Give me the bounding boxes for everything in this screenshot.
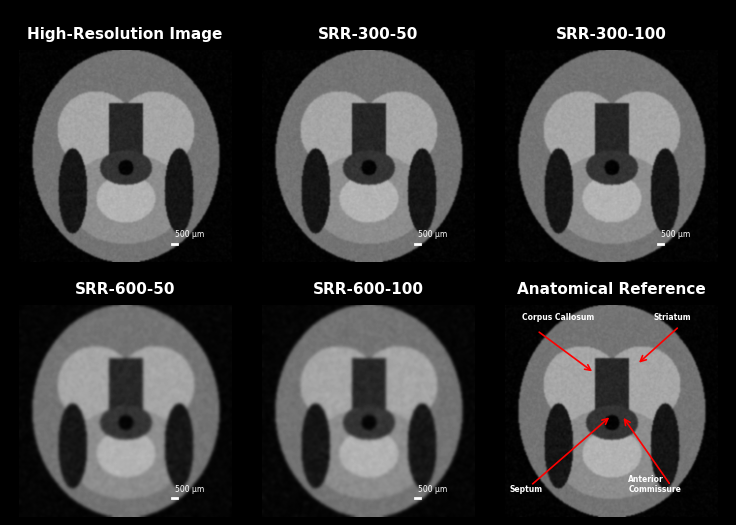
Text: SRR-600-50: SRR-600-50 (75, 281, 175, 297)
Text: Striatum: Striatum (654, 313, 692, 322)
Text: Anterior
Commissure: Anterior Commissure (629, 475, 682, 494)
Text: High-Resolution Image: High-Resolution Image (27, 27, 223, 42)
Text: SRR-300-50: SRR-300-50 (318, 27, 418, 42)
Text: SRR-300-100: SRR-300-100 (556, 27, 666, 42)
Text: Anatomical Reference: Anatomical Reference (517, 281, 705, 297)
Text: Corpus Callosum: Corpus Callosum (522, 313, 594, 322)
Text: 500 μm: 500 μm (418, 230, 447, 239)
Text: 500 μm: 500 μm (418, 485, 447, 494)
Text: 500 μm: 500 μm (175, 230, 205, 239)
Text: 500 μm: 500 μm (175, 485, 205, 494)
Text: Septum: Septum (509, 485, 542, 494)
Text: 500 μm: 500 μm (661, 230, 690, 239)
Text: SRR-600-100: SRR-600-100 (313, 281, 423, 297)
